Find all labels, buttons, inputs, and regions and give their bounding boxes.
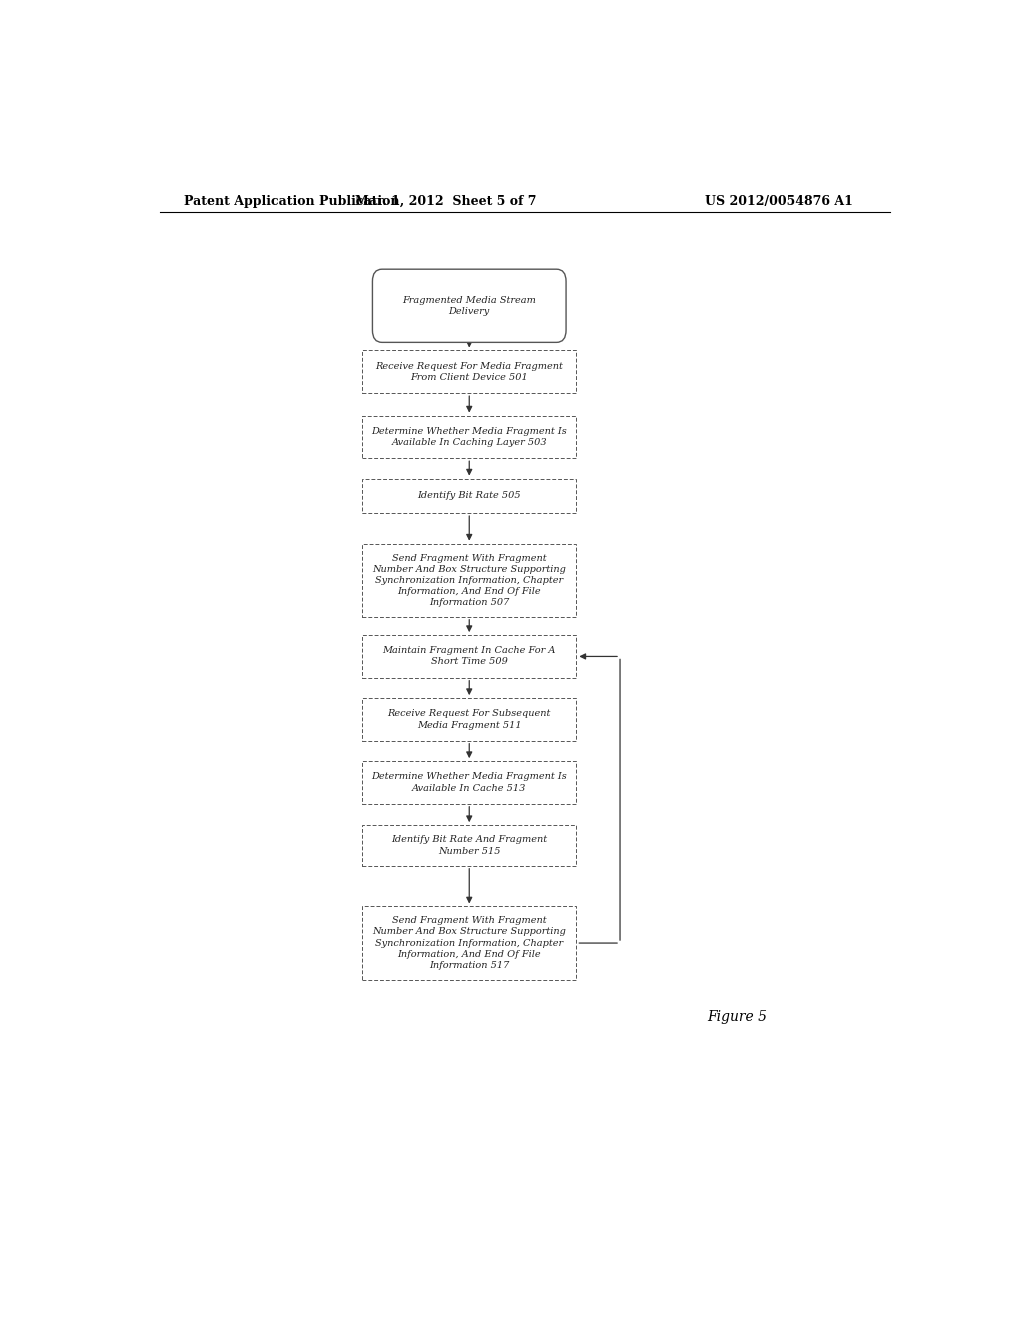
Text: Send Fragment With Fragment
Number And Box Structure Supporting
Synchronization : Send Fragment With Fragment Number And B… xyxy=(373,916,566,970)
Text: Mar. 1, 2012  Sheet 5 of 7: Mar. 1, 2012 Sheet 5 of 7 xyxy=(354,194,537,207)
Bar xyxy=(362,907,577,979)
Bar xyxy=(362,698,577,741)
Text: Fragmented Media Stream
Delivery: Fragmented Media Stream Delivery xyxy=(402,296,537,315)
Bar xyxy=(362,479,577,513)
Bar xyxy=(362,825,577,866)
Text: Identify Bit Rate And Fragment
Number 515: Identify Bit Rate And Fragment Number 51… xyxy=(391,836,547,855)
Bar xyxy=(362,635,577,677)
Text: Receive Request For Subsequent
Media Fragment 511: Receive Request For Subsequent Media Fra… xyxy=(387,709,551,730)
Text: Identify Bit Rate 505: Identify Bit Rate 505 xyxy=(418,491,521,500)
Text: Send Fragment With Fragment
Number And Box Structure Supporting
Synchronization : Send Fragment With Fragment Number And B… xyxy=(373,553,566,607)
Text: Determine Whether Media Fragment Is
Available In Cache 513: Determine Whether Media Fragment Is Avai… xyxy=(372,772,567,792)
Text: Patent Application Publication: Patent Application Publication xyxy=(183,194,399,207)
Text: Receive Request For Media Fragment
From Client Device 501: Receive Request For Media Fragment From … xyxy=(376,362,563,381)
Text: Determine Whether Media Fragment Is
Available In Caching Layer 503: Determine Whether Media Fragment Is Avai… xyxy=(372,426,567,447)
Bar xyxy=(362,762,577,804)
Bar xyxy=(362,351,577,393)
FancyBboxPatch shape xyxy=(373,269,566,342)
Bar xyxy=(362,544,577,616)
Bar xyxy=(362,416,577,458)
Text: US 2012/0054876 A1: US 2012/0054876 A1 xyxy=(705,194,853,207)
Text: Figure 5: Figure 5 xyxy=(708,1010,767,1024)
Text: Maintain Fragment In Cache For A
Short Time 509: Maintain Fragment In Cache For A Short T… xyxy=(383,647,556,667)
